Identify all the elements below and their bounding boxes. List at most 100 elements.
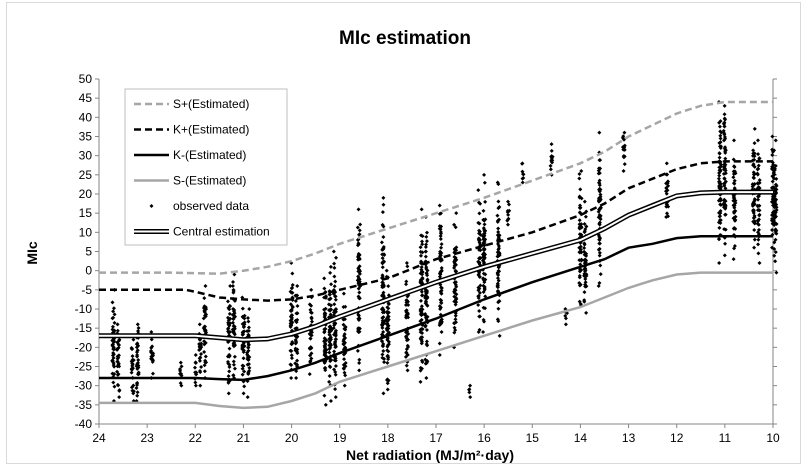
observed-data-point — [419, 304, 424, 309]
legend-label: observed data — [173, 199, 249, 213]
observed-data-point — [110, 353, 115, 358]
observed-data-point — [496, 230, 501, 235]
observed-data-point — [241, 356, 246, 361]
observed-data-point — [342, 332, 347, 337]
observed-data-point — [477, 309, 482, 314]
observed-data-point — [770, 227, 775, 232]
observed-data-point — [380, 280, 385, 285]
observed-data-point — [110, 338, 115, 343]
observed-data-point — [386, 378, 391, 383]
observed-data-point — [356, 274, 361, 279]
observed-data-point — [731, 175, 736, 180]
observed-data-point — [582, 241, 587, 246]
observed-data-point — [404, 363, 409, 368]
observed-data-point — [324, 347, 329, 352]
observed-data-point — [495, 270, 500, 275]
x-tick-label: 16 — [477, 431, 491, 445]
observed-data-point — [332, 261, 337, 266]
observed-data-point — [129, 385, 134, 390]
observed-data-point — [732, 226, 737, 231]
observed-data-point — [731, 138, 736, 143]
observed-data-point — [332, 302, 337, 307]
observed-data-point — [232, 308, 237, 313]
observed-data-point — [467, 387, 472, 392]
observed-data-point — [355, 348, 360, 353]
observed-data-point — [327, 364, 332, 369]
observed-data-point — [332, 349, 337, 354]
observed-data-point — [497, 217, 502, 222]
observed-data-point — [203, 354, 208, 359]
observed-data-point — [664, 186, 669, 191]
observed-data-point — [774, 228, 779, 233]
observed-data-point — [150, 358, 155, 363]
observed-data-point — [307, 372, 312, 377]
observed-data-point — [380, 222, 385, 227]
observed-data-point — [578, 187, 583, 192]
observed-data-point — [418, 249, 423, 254]
observed-data-point — [193, 383, 198, 388]
observed-data-point — [731, 194, 736, 199]
observed-data-point — [597, 250, 602, 255]
observed-data-point — [477, 286, 482, 291]
observed-data-point — [756, 197, 761, 202]
observed-data-point — [582, 245, 587, 250]
observed-data-point — [757, 213, 762, 218]
observed-data-point — [482, 277, 487, 282]
legend-label: Central estimation — [173, 225, 270, 239]
observed-data-point — [357, 296, 362, 301]
observed-data-point — [333, 364, 338, 369]
observed-data-point — [718, 202, 723, 207]
observed-data-point — [342, 326, 347, 331]
observed-data-point — [135, 393, 140, 398]
observed-data-point — [289, 315, 294, 320]
observed-data-point — [406, 331, 411, 336]
observed-data-point — [289, 286, 294, 291]
observed-data-point — [731, 181, 736, 186]
observed-data-point — [497, 250, 502, 255]
observed-data-point — [149, 354, 154, 359]
observed-data-point — [356, 254, 361, 259]
observed-data-point — [386, 342, 391, 347]
observed-data-point — [231, 317, 236, 322]
observed-data-point — [752, 198, 757, 203]
observed-data-point — [231, 344, 236, 349]
observed-data-point — [732, 203, 737, 208]
observed-data-point — [228, 284, 233, 288]
observed-data-point — [328, 359, 333, 364]
observed-data-point — [404, 300, 409, 305]
observed-data-point — [381, 202, 386, 207]
observed-data-point — [328, 399, 333, 403]
observed-data-point — [621, 154, 626, 159]
observed-data-point — [420, 358, 425, 363]
observed-data-point — [230, 320, 235, 325]
observed-data-point — [419, 366, 424, 371]
observed-data-point — [495, 281, 500, 286]
observed-data-point — [381, 315, 386, 320]
y-tick-label: -35 — [75, 398, 93, 412]
x-tick-label: 19 — [333, 431, 347, 445]
observed-data-point — [405, 352, 410, 357]
observed-data-point — [723, 150, 728, 155]
observed-data-point — [723, 136, 728, 141]
observed-data-point — [130, 361, 135, 366]
observed-data-point — [773, 210, 778, 215]
observed-data-point — [751, 175, 756, 180]
observed-data-point — [583, 214, 588, 219]
x-tick-label: 23 — [140, 431, 154, 445]
observed-data-point — [116, 338, 121, 343]
observed-data-point — [232, 314, 237, 319]
observed-data-point — [356, 242, 361, 247]
observed-data-point — [439, 256, 444, 261]
observed-data-point — [231, 362, 236, 367]
observed-data-point — [232, 272, 237, 277]
observed-data-point — [481, 283, 486, 288]
observed-data-point — [333, 294, 338, 299]
observed-data-point — [717, 173, 722, 178]
observed-data-point — [548, 167, 553, 172]
observed-data-point — [199, 341, 204, 346]
observed-data-point — [577, 250, 582, 255]
observed-data-point — [418, 253, 423, 258]
observed-data-point — [227, 303, 232, 308]
observed-data-point — [322, 311, 327, 316]
observed-data-point — [135, 380, 140, 385]
